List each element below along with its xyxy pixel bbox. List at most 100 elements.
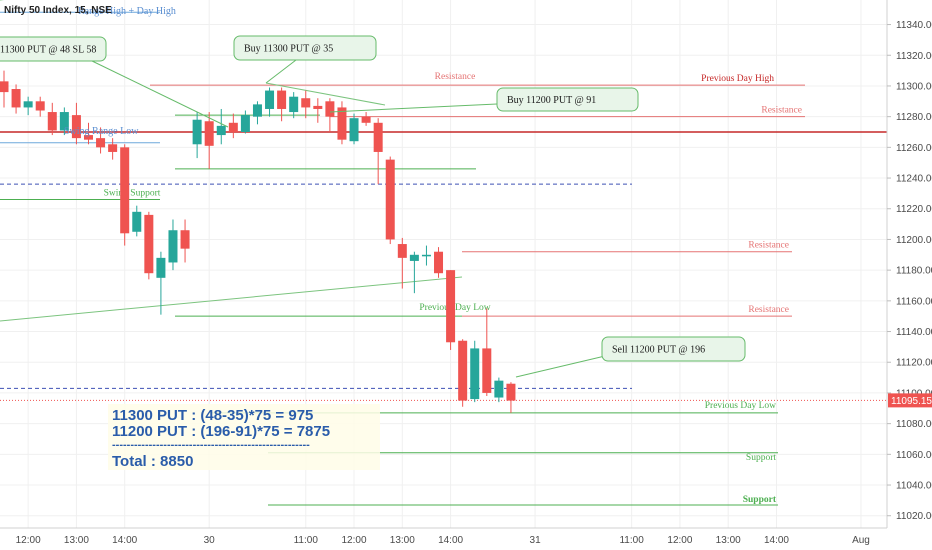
candle-down: [434, 251, 444, 274]
resistance-label-2: Resistance: [761, 106, 802, 116]
candle-down: [373, 122, 383, 152]
candle-down: [35, 101, 45, 111]
candle-up: [132, 211, 142, 232]
previous-day-high-label: Previous Day High: [701, 74, 774, 84]
candle-down: [180, 230, 190, 249]
candle-up: [240, 115, 250, 132]
callout-box: [496, 87, 639, 112]
time-tick-label: 14:00: [112, 535, 137, 546]
last-price-tag: 11095.15: [888, 393, 932, 408]
callout-pointer: [265, 59, 297, 84]
candle-up: [192, 119, 202, 145]
time-tick-label: 12:00: [342, 535, 367, 546]
time-tick-label: 11:00: [294, 535, 319, 546]
candle-up: [23, 101, 33, 108]
trade-callouts: 11300 PUT @ 48 SL 58 Buy 11300 PUT @ 35 Bu…: [0, 35, 746, 378]
support-label-2: Support: [743, 495, 777, 505]
symbol-title: Nifty 50 Index, 15, NSE: [4, 5, 112, 16]
candle-down: [71, 115, 81, 139]
candle-down: [313, 105, 323, 109]
callout-text: Buy 11300 PUT @ 35: [244, 44, 333, 55]
range-high-label: Range High + Day High: [78, 6, 176, 17]
price-tick-label: 11200.00: [896, 235, 932, 246]
price-tick-label: 11120.00: [896, 358, 932, 369]
last-price-badge: [888, 393, 932, 408]
time-tick-label: 31: [530, 535, 542, 546]
callout-pointer: [329, 103, 498, 113]
candle-down: [397, 244, 407, 258]
resistance-label-4: Resistance: [748, 305, 789, 315]
callout-text: Sell 11200 PUT @ 196: [612, 345, 705, 356]
candle-down: [83, 135, 93, 140]
swing-support-label: Swing Support: [104, 189, 161, 199]
candle-down: [204, 121, 214, 146]
price-tick-label: 11320.00: [896, 51, 932, 62]
candle-down: [47, 112, 57, 131]
candle-up: [156, 257, 166, 278]
candle-down: [385, 159, 395, 240]
candle-up: [168, 230, 178, 263]
time-axis[interactable]: 12:00 13:00 14:00 30 11:00 12:00 13:00 14:00 31 1…: [0, 527, 887, 546]
candles: [0, 70, 516, 413]
time-tick-label: 30: [204, 535, 216, 546]
price-tick-label: 11220.00: [896, 204, 932, 215]
range-low-label: Swing Range Low: [64, 126, 139, 137]
candle-down: [301, 98, 311, 108]
pnl-divider: ----------------------------------------…: [112, 439, 310, 451]
price-tick-label: 11040.00: [896, 481, 932, 492]
candle-down: [144, 214, 154, 274]
last-price-value: 11095.15: [891, 396, 932, 407]
resistance-label-3: Resistance: [748, 241, 789, 251]
price-tick-label: 11260.00: [896, 143, 932, 154]
callout-text: 11300 PUT @ 48 SL 58: [0, 45, 96, 56]
candle-up: [59, 112, 69, 131]
resistance-label-1: Resistance: [435, 72, 476, 82]
time-tick-label: 14:00: [438, 535, 463, 546]
candle-down: [506, 383, 516, 401]
support-label-1: Support: [746, 453, 776, 463]
callout-box: [0, 36, 107, 62]
candle-down: [108, 144, 118, 152]
callout-box: [233, 35, 377, 61]
candle-down: [96, 138, 106, 148]
candle-up: [252, 104, 262, 117]
price-tick-label: 11340.00: [896, 20, 932, 31]
price-tick-label: 11080.00: [896, 419, 932, 430]
pnl-total: Total : 8850: [112, 453, 193, 470]
previous-day-low-label-2: Previous Day Low: [705, 401, 776, 411]
trend-line-rising: [0, 276, 463, 322]
time-tick-label: 12:00: [16, 535, 41, 546]
price-tick-label: 11300.00: [896, 81, 932, 92]
candle-down: [228, 122, 238, 132]
top-left-labels: Range High + Day High Nifty 50 Index, 15…: [4, 5, 176, 137]
pnl-line-2: 11200 PUT : (196-91)*75 = 7875: [112, 423, 330, 440]
pnl-summary: 11300 PUT : (48-35)*75 = 975 11200 PUT :…: [108, 404, 380, 470]
callout-pointer: [89, 59, 229, 128]
price-tick-label: 11060.00: [896, 450, 932, 461]
candle-up: [421, 254, 431, 257]
price-tick-label: 11020.00: [896, 511, 932, 522]
price-tick-label: 11180.00: [896, 266, 932, 277]
callout-box: [601, 336, 746, 362]
pnl-line-1: 11300 PUT : (48-35)*75 = 975: [112, 407, 313, 424]
candle-up: [470, 348, 480, 400]
candle-down: [325, 101, 335, 117]
price-tick-label: 11160.00: [896, 296, 932, 307]
candle-down: [11, 89, 21, 108]
candle-down: [458, 340, 468, 401]
price-axis[interactable]: 11340.00 11320.00 11300.00 11280.00 11260.00…: [886, 0, 932, 528]
time-tick-label: 12:00: [667, 535, 692, 546]
time-tick-label: 11:00: [619, 535, 644, 546]
time-tick-label: 14:00: [764, 535, 789, 546]
candle-down: [277, 90, 287, 109]
price-tick-label: 11140.00: [896, 327, 932, 338]
candle-up: [289, 96, 299, 113]
price-tick-label: 11240.00: [896, 174, 932, 185]
candle-up: [216, 125, 226, 136]
time-tick-label: 13:00: [716, 535, 741, 546]
time-tick-label: Aug: [852, 535, 870, 546]
candle-down: [482, 348, 492, 393]
candle-down: [446, 270, 456, 343]
candle-up: [409, 254, 419, 261]
